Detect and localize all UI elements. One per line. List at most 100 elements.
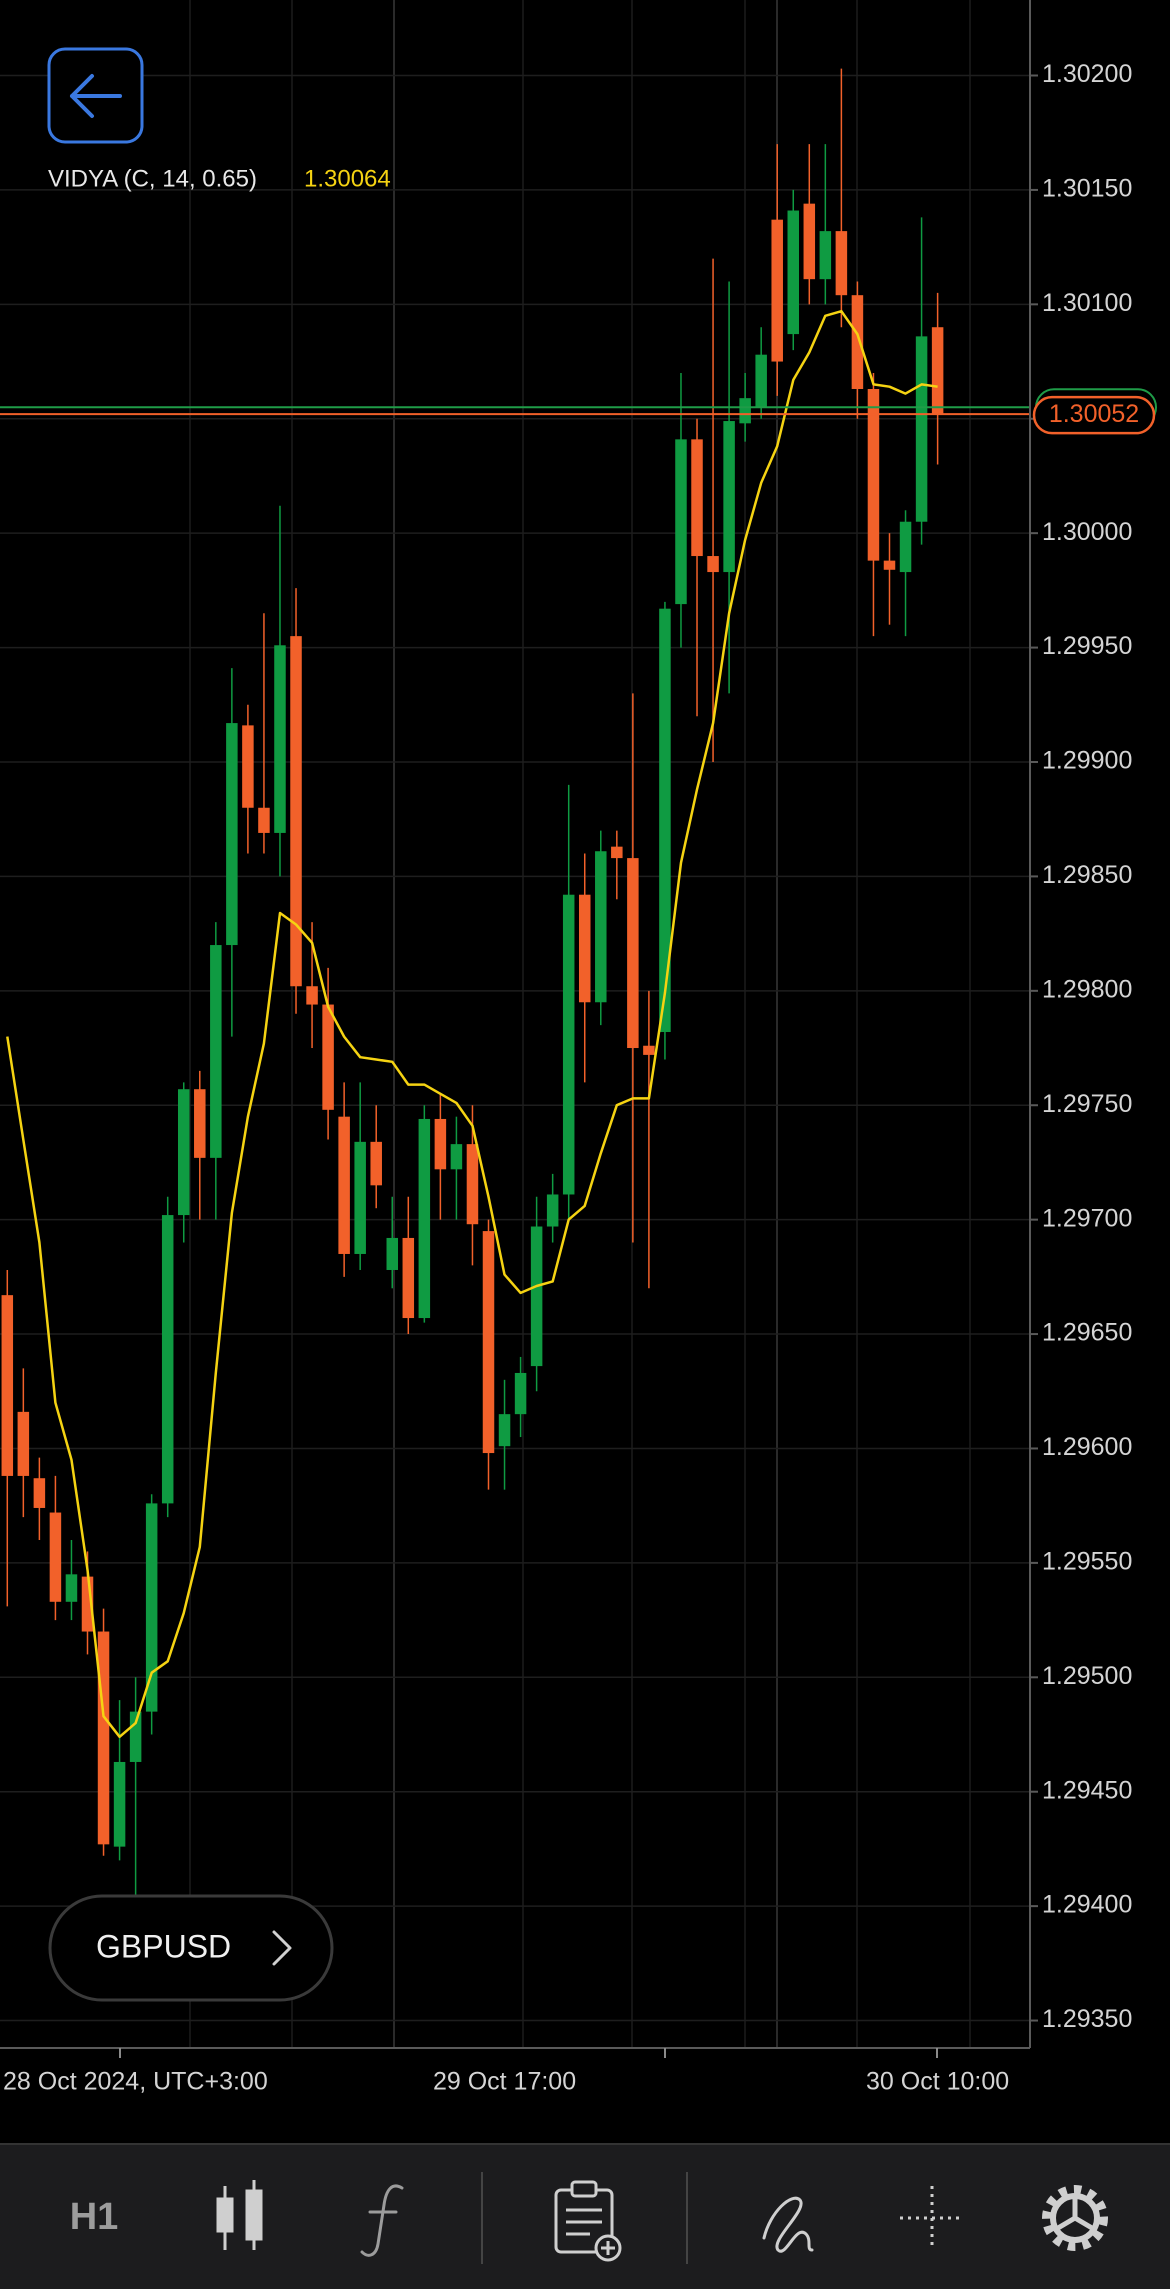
candle-body	[161, 1215, 174, 1504]
plot-area	[0, 68, 1030, 1918]
candle-body	[290, 636, 302, 987]
icon-plus	[601, 2241, 615, 2255]
candle-body	[242, 725, 254, 808]
candle-body	[354, 1141, 366, 1254]
candle-body	[49, 1512, 62, 1602]
chevron-icon	[272, 1930, 292, 1966]
candle-body	[627, 858, 639, 1049]
candle-body	[402, 1237, 415, 1319]
back-button[interactable]	[47, 47, 144, 144]
candle-body	[194, 1089, 206, 1158]
candle-body	[611, 846, 623, 859]
candle-body	[482, 1231, 495, 1454]
icon-body	[245, 2189, 263, 2241]
icon-lines	[566, 2208, 602, 2236]
toolbar	[0, 2144, 1170, 2289]
candle-body	[498, 1414, 511, 1447]
y-tick-label: 1.29700	[1042, 1204, 1132, 1232]
candle-body	[675, 439, 687, 605]
icon-body	[216, 2197, 234, 2233]
y-tick-label: 1.29500	[1042, 1662, 1132, 1690]
candle-body	[915, 336, 928, 522]
price-tag-label: 1.30052	[1049, 400, 1139, 428]
price-tag	[1032, 395, 1156, 435]
y-tick-label: 1.29350	[1042, 2005, 1132, 2033]
candle-body	[546, 1194, 559, 1227]
candle-body	[867, 389, 880, 561]
candle-body	[274, 645, 286, 833]
candle-body	[562, 894, 575, 1195]
indicator-name: VIDYA (C, 14, 0.65)	[48, 165, 257, 192]
symbol-button[interactable]: GBPUSD	[48, 1894, 334, 2002]
candle-body	[258, 807, 270, 833]
candle-body	[81, 1576, 94, 1632]
candle-body	[129, 1711, 142, 1762]
y-tick-label: 1.29750	[1042, 1090, 1132, 1118]
crosshair-button[interactable]	[900, 2186, 964, 2250]
candle-body	[386, 1237, 399, 1270]
candle-body	[33, 1478, 46, 1508]
icon-gear-spokes	[1056, 2198, 1094, 2231]
candle-body	[578, 894, 591, 1003]
candle-body	[691, 439, 703, 557]
candle-body	[819, 231, 832, 280]
timeframe-button[interactable]: H1	[70, 2196, 119, 2238]
candle-body	[755, 354, 767, 408]
y-tick-label: 1.30150	[1042, 175, 1132, 203]
candle-body	[643, 1045, 655, 1055]
indicators-button[interactable]	[360, 2184, 404, 2257]
candle-body	[851, 295, 864, 390]
icon-clip	[570, 2180, 598, 2198]
symbol-label: GBPUSD	[96, 1928, 231, 1964]
candle-body	[306, 986, 318, 1005]
candle-body	[145, 1503, 158, 1712]
candle-body	[65, 1574, 78, 1602]
candle-body	[514, 1372, 527, 1415]
candle-body	[787, 210, 800, 335]
y-tick-label: 1.29600	[1042, 1433, 1132, 1461]
y-tick-label: 1.29550	[1042, 1547, 1132, 1575]
x-tick-label: 29 Oct 17:00	[433, 2068, 576, 2096]
candle-body	[739, 398, 751, 424]
candle-body	[771, 219, 783, 362]
candle-body	[1, 1295, 14, 1476]
y-tick-label: 1.29450	[1042, 1776, 1132, 1804]
candle-body	[113, 1761, 126, 1847]
y-tick-label: 1.29400	[1042, 1891, 1132, 1919]
icon-gear-teeth	[1042, 2185, 1108, 2251]
candle-body	[803, 203, 816, 280]
candle-body	[707, 556, 719, 573]
candle-body	[434, 1118, 447, 1170]
orders-button[interactable]	[554, 2180, 622, 2262]
candle-body	[177, 1089, 190, 1216]
candle-body	[659, 608, 671, 1033]
candle-body	[466, 1144, 479, 1225]
axis-labels: 1.302001.301501.301001.300501.300001.299…	[3, 60, 1157, 2096]
candle-body	[883, 560, 896, 570]
candle-body	[931, 327, 944, 415]
y-tick-label: 1.30000	[1042, 518, 1132, 546]
y-tick-label: 1.30100	[1042, 289, 1132, 317]
candle-body	[595, 851, 607, 1003]
x-tick-label: 30 Oct 10:00	[866, 2068, 1009, 2096]
candle-body	[450, 1144, 463, 1170]
candle-body	[530, 1226, 543, 1367]
candle-body	[226, 723, 238, 946]
candle-body	[899, 521, 912, 573]
settings-button[interactable]	[1042, 2185, 1108, 2251]
candle-body	[210, 945, 222, 1158]
candle-body	[97, 1631, 110, 1845]
indicator-line	[6, 309, 938, 1739]
candle-body	[723, 421, 735, 573]
drawing-tools-button[interactable]	[762, 2196, 814, 2253]
y-tick-label: 1.29950	[1042, 632, 1132, 660]
symbol-button-frame[interactable]	[48, 1894, 334, 2002]
x-tick-label: 28 Oct 2024, UTC+3:00	[3, 2068, 268, 2096]
y-tick-label: 1.29850	[1042, 861, 1132, 889]
icon-gear-ring	[1050, 2193, 1100, 2243]
chart-type-button[interactable]	[216, 2180, 263, 2250]
indicator-value: 1.30064	[304, 165, 391, 192]
back-arrow-icon	[70, 74, 122, 118]
